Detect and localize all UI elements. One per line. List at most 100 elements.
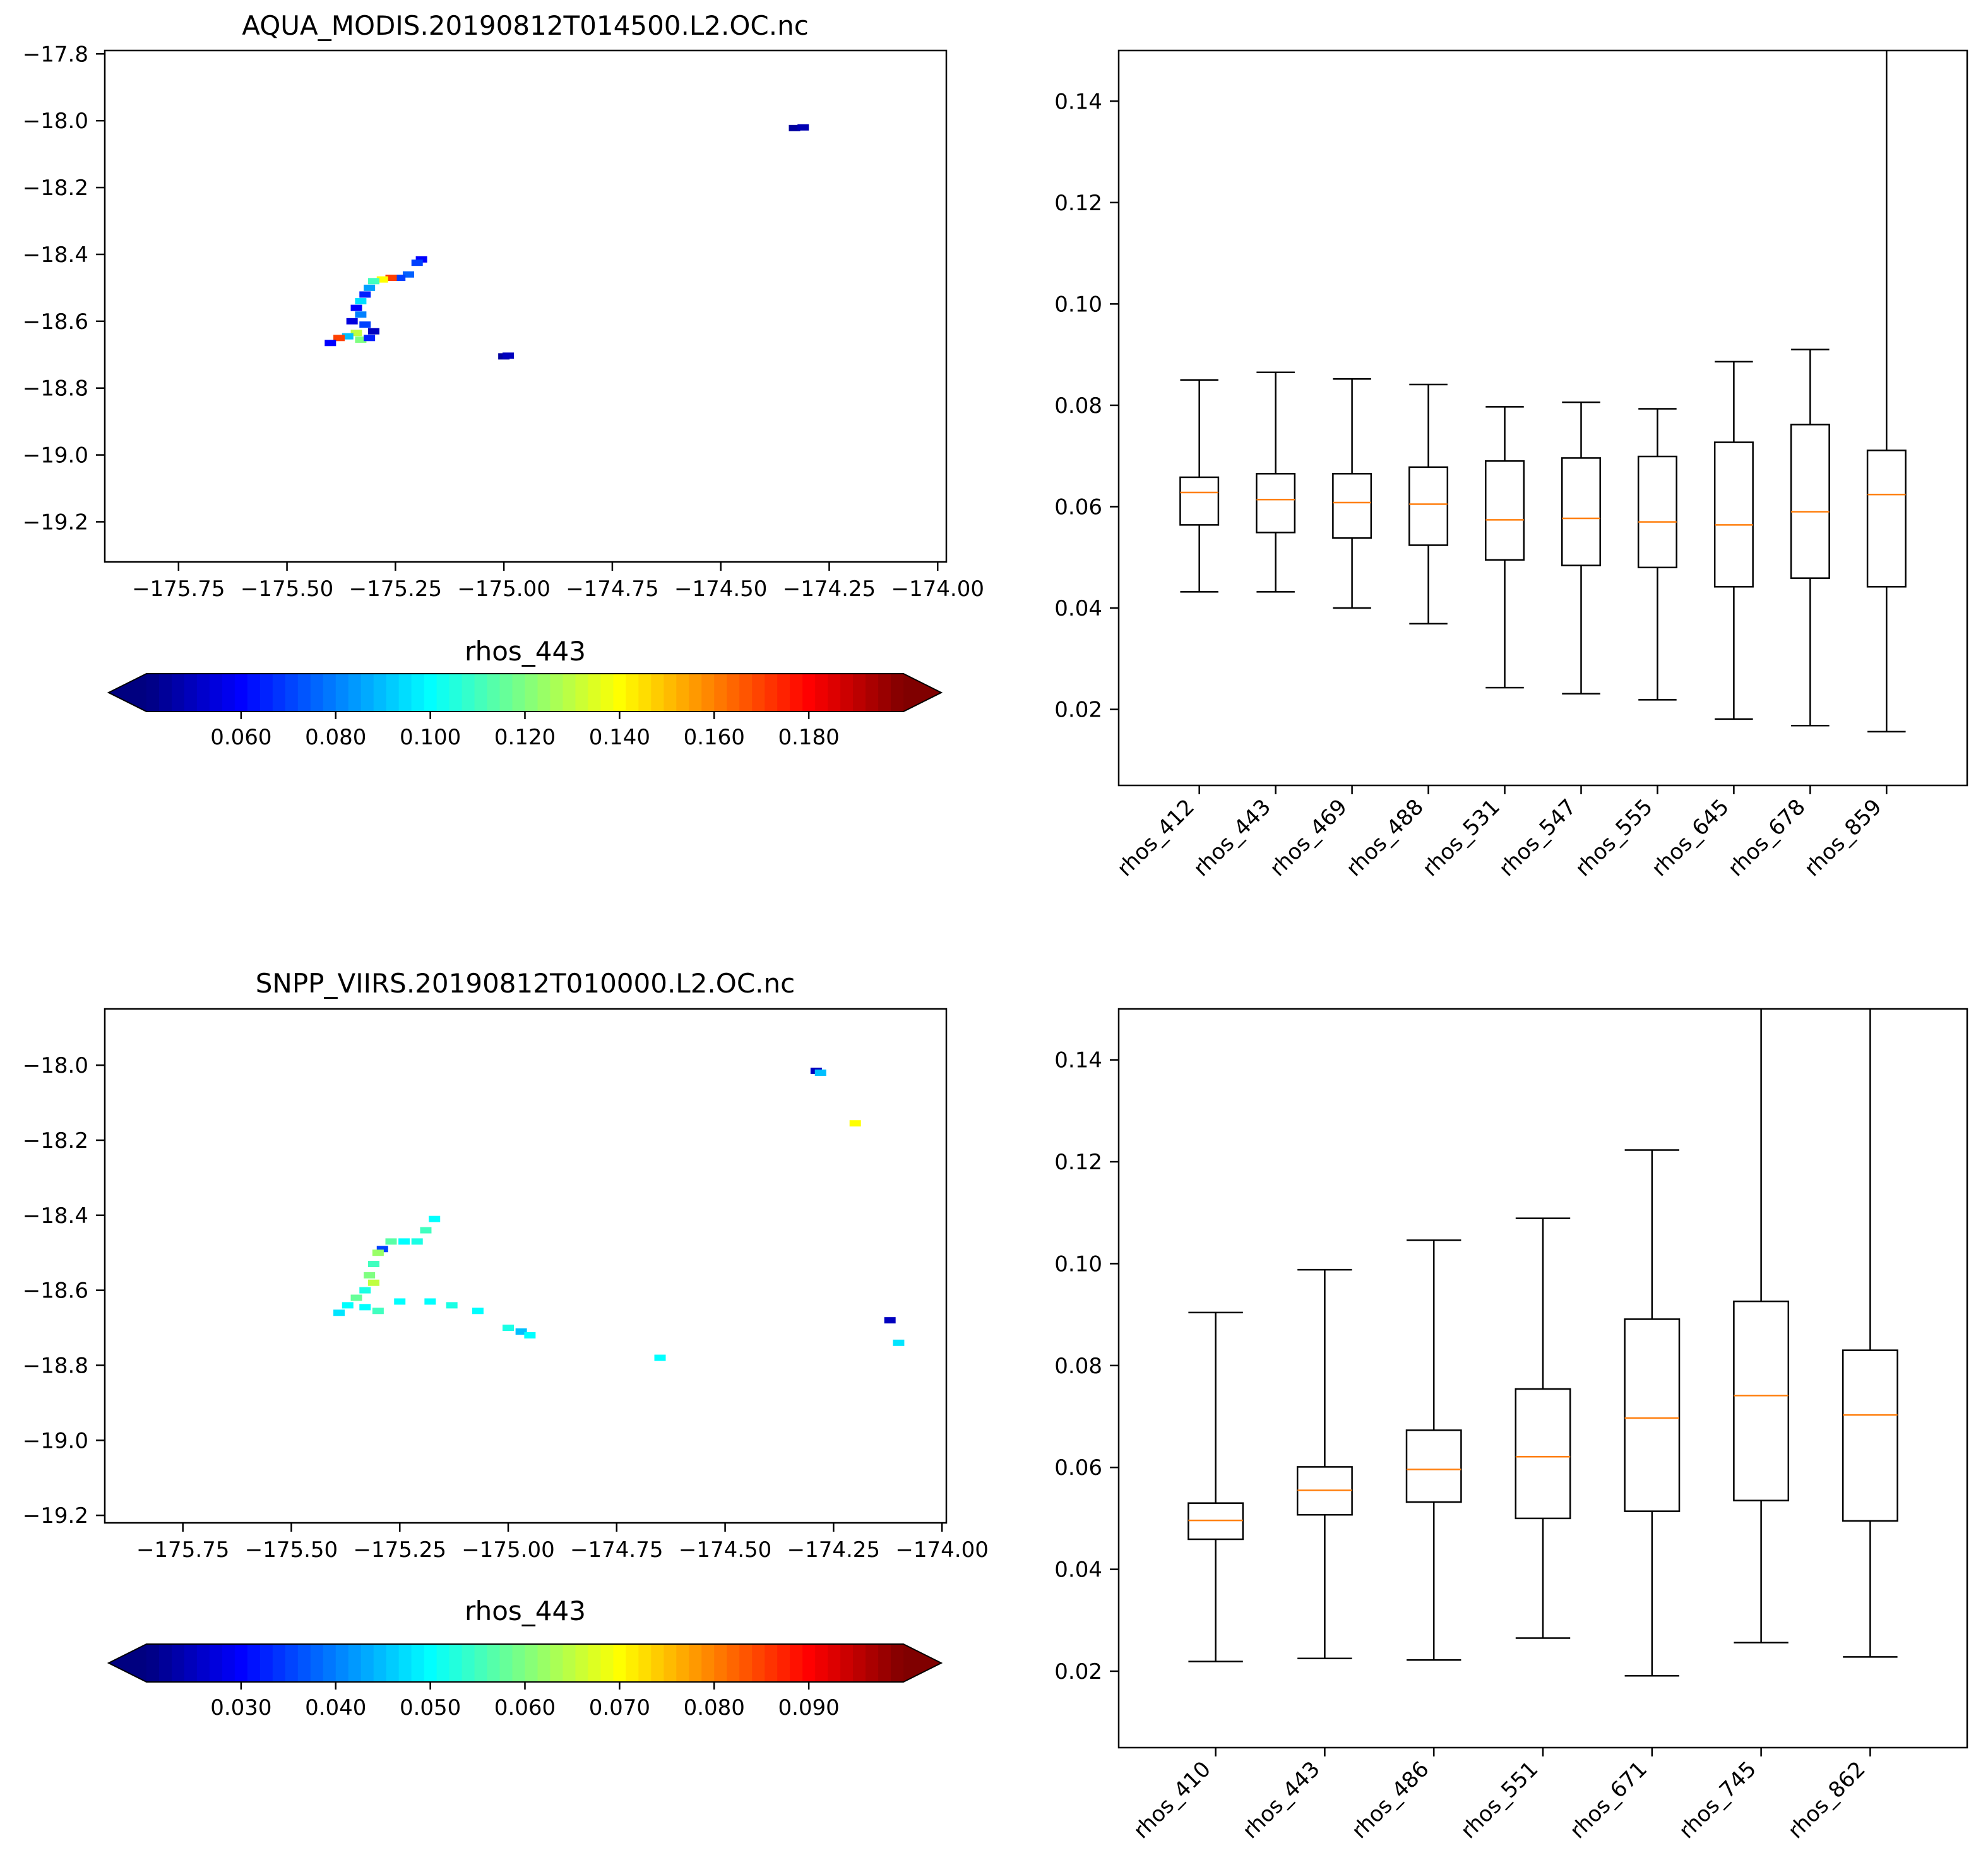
colorbar-segment [714, 674, 728, 712]
colorbar-segment [562, 1644, 576, 1682]
map-pixel [368, 278, 380, 285]
iqr-box [1256, 473, 1296, 534]
viirs-colorbar: rhos_443 0.030 0.040 0.050 0.060 0.070 0.080 0… [107, 1595, 943, 1720]
box-rhos_412 [1179, 379, 1220, 593]
colorbar-segment [461, 674, 475, 712]
map-pixel [503, 1325, 515, 1332]
colorbar-segment [575, 1644, 589, 1682]
x-tick-label: −175.75 [132, 576, 225, 602]
colorbar-tick-label: 0.160 [684, 725, 745, 750]
colorbar-segment [878, 1644, 891, 1682]
colorbar-segment [436, 1644, 450, 1682]
colorbar-tick-label: 0.120 [494, 725, 556, 750]
colorbar-segment [184, 674, 198, 712]
y-tick-label: −19.2 [23, 1503, 88, 1529]
colorbar-segment [739, 1644, 753, 1682]
map-pixel [376, 276, 388, 283]
colorbar-segment [310, 674, 324, 712]
colorbar-tick-label: 0.060 [210, 725, 271, 750]
y-tick-label: 0.04 [1054, 596, 1102, 621]
colorbar-segment [487, 1644, 501, 1682]
colorbar-segment [613, 674, 627, 712]
map-pixel [424, 1298, 436, 1305]
colorbar-segment [537, 674, 551, 712]
colorbar-segment [891, 1644, 904, 1682]
colorbar-segment [348, 1644, 362, 1682]
iqr-box [1405, 1429, 1462, 1503]
colorbar-extend-low [109, 1644, 146, 1682]
colorbar-tick-label: 0.080 [305, 725, 366, 750]
x-tick-label: −174.75 [570, 1537, 663, 1563]
colorbar-segment [727, 674, 741, 712]
map-pixel [342, 1302, 354, 1309]
colorbar-segment [411, 1644, 425, 1682]
box-rhos_555 [1637, 408, 1677, 701]
colorbar-segment [158, 674, 172, 712]
map-pixel [814, 1070, 826, 1076]
colorbar-segment [234, 1644, 248, 1682]
colorbar-segment [285, 674, 299, 712]
map-pixel [411, 1238, 423, 1245]
colorbar-outline [107, 673, 943, 712]
aqua-map-frame [104, 49, 948, 563]
map-pixel [503, 352, 515, 359]
y-tick-label: −18.2 [23, 1128, 88, 1154]
colorbar-segment [853, 1644, 866, 1682]
y-tick-label: 0.10 [1054, 1251, 1102, 1277]
colorbar-segment [499, 674, 513, 712]
colorbar-segment [840, 674, 854, 712]
colorbar-segment [676, 1644, 690, 1682]
x-tick-label: −175.50 [245, 1537, 338, 1563]
colorbar-segment [272, 674, 286, 712]
box-rhos_859 [1866, 51, 1907, 733]
y-tick-label: 0.14 [1054, 1048, 1102, 1073]
y-tick-label: −18.2 [23, 176, 88, 201]
viirs-map-panel: SNPP_VIIRS.20190812T010000.L2.OC.nc −175… [23, 968, 989, 1563]
box-rhos_469 [1332, 378, 1372, 609]
colorbar-segment [386, 1644, 400, 1682]
colorbar-segment [222, 1644, 235, 1682]
colorbar-segment [815, 1644, 828, 1682]
colorbar-tick-label: 0.050 [400, 1695, 461, 1720]
box-rhos_486 [1405, 1239, 1462, 1661]
map-pixel [333, 335, 345, 342]
colorbar-segment [866, 674, 879, 712]
x-tick-label: −175.00 [457, 576, 550, 602]
map-pixel [893, 1339, 905, 1346]
y-tick-label: −18.6 [23, 1279, 88, 1304]
colorbar-segment [335, 1644, 349, 1682]
colorbar-segment [512, 674, 526, 712]
colorbar-extend-high [903, 674, 941, 712]
viirs-boxplot-boxes [1187, 1009, 1898, 1677]
colorbar-segment [714, 1644, 728, 1682]
colorbar-extend-high [903, 1644, 941, 1682]
map-pixel [364, 1272, 376, 1279]
colorbar-segment [398, 674, 412, 712]
colorbar-segment [878, 674, 891, 712]
map-pixel [372, 1308, 384, 1315]
colorbar-segment [815, 674, 828, 712]
colorbar-segment [752, 1644, 765, 1682]
colorbar-segment [664, 1644, 677, 1682]
x-tick-label: −174.00 [895, 1537, 988, 1563]
colorbar-segment [802, 674, 816, 712]
y-tick-label: −19.2 [23, 510, 88, 535]
colorbar-segment [348, 674, 362, 712]
aqua-map-x-ticks: −175.75 −175.50 −175.25 −175.00 −174.75 −174.… [132, 562, 984, 602]
map-pixel [394, 275, 406, 281]
colorbar-segment [840, 1644, 854, 1682]
aqua-boxplot-frame [1117, 49, 1968, 787]
map-pixel [359, 1304, 371, 1311]
y-tick-label: 0.02 [1054, 698, 1102, 723]
y-tick-label: 0.08 [1054, 393, 1102, 419]
map-pixel [385, 1238, 397, 1245]
colorbar-segment [285, 1644, 299, 1682]
colorbar-segment [373, 674, 387, 712]
colorbar-tick-label: 0.030 [210, 1695, 271, 1720]
colorbar-segment [373, 1644, 387, 1682]
map-pixel [884, 1317, 896, 1324]
colorbar-segment [790, 1644, 803, 1682]
colorbar-segment [853, 674, 866, 712]
y-tick-label: −17.8 [23, 42, 88, 67]
